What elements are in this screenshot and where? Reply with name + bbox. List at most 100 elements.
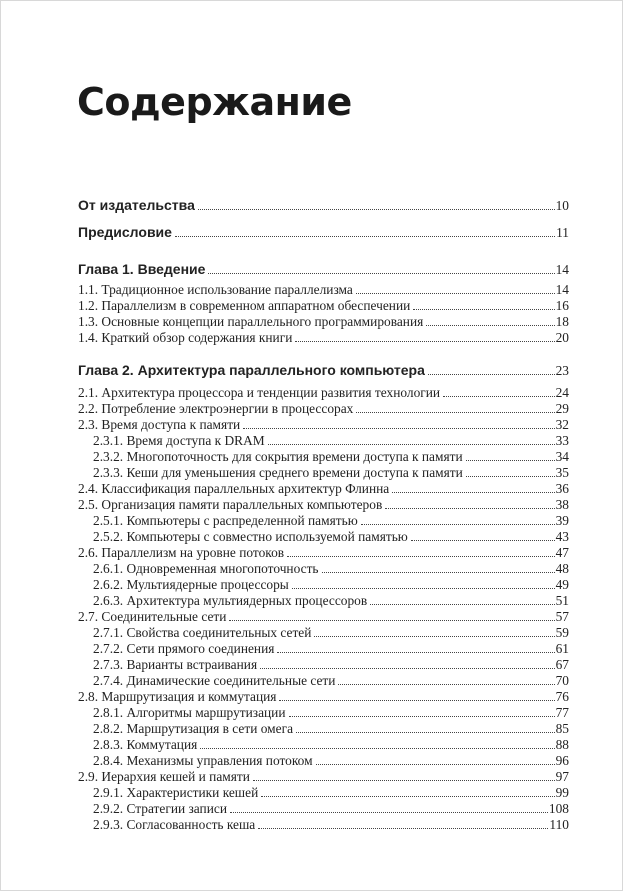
- toc-entry-title: Глава 2. Архитектура параллельного компь…: [78, 362, 425, 378]
- toc-entry-page: 99: [555, 785, 569, 800]
- dot-leader: [261, 796, 555, 797]
- toc-entry-title: 2.8.3. Коммутация: [93, 737, 198, 752]
- toc-entry-page: 110: [549, 817, 569, 832]
- dot-leader: [443, 396, 555, 397]
- toc-entry[interactable]: 2.3.1. Время доступа к DRAM 33: [78, 433, 569, 449]
- toc-entry-page: 35: [555, 465, 569, 480]
- toc-entry[interactable]: 2.2. Потребление электроэнергии в процес…: [78, 401, 569, 417]
- toc-entry[interactable]: 2.9.1. Характеристики кешей 99: [78, 785, 569, 801]
- dot-leader: [360, 524, 555, 525]
- toc-entry-title: 2.3.1. Время доступа к DRAM: [93, 433, 265, 448]
- toc-entry-page: 14: [555, 262, 569, 277]
- toc-entry[interactable]: 2.9. Иерархия кешей и памяти 97: [78, 769, 569, 785]
- toc-entry-page: 59: [555, 625, 569, 640]
- toc-entry[interactable]: Предисловие 11: [78, 223, 569, 241]
- toc-entry[interactable]: 2.4. Классификация параллельных архитект…: [78, 481, 569, 497]
- dot-leader: [410, 540, 555, 541]
- toc-entry[interactable]: 2.6. Параллелизм на уровне потоков 47: [78, 545, 569, 561]
- toc-entry[interactable]: 2.7. Соединительные сети 57: [78, 609, 569, 625]
- toc-entry[interactable]: 2.5. Организация памяти параллельных ком…: [78, 497, 569, 513]
- toc-entry-page: 47: [555, 545, 569, 560]
- toc-entry[interactable]: 2.3.3. Кеши для уменьшения среднего врем…: [78, 465, 569, 481]
- dot-leader: [258, 828, 549, 829]
- toc-entry-title: 2.3.3. Кеши для уменьшения среднего врем…: [93, 465, 463, 480]
- toc-entry-page: 32: [555, 417, 569, 432]
- toc-entry[interactable]: 2.7.1. Свойства соединительных сетей 59: [78, 625, 569, 641]
- toc-entry[interactable]: 2.7.4. Динамические соединительные сети 7…: [78, 673, 569, 689]
- toc-entry-page: 51: [555, 593, 569, 608]
- toc-entry-title: 2.7.3. Варианты встраивания: [93, 657, 258, 672]
- toc-entry[interactable]: От издательства 10: [78, 196, 569, 214]
- toc-entry-page: 39: [555, 513, 569, 528]
- toc-entry-title: 2.6.3. Архитектура мультиядерных процесс…: [93, 593, 368, 608]
- toc-entry-page: 43: [555, 529, 569, 544]
- dot-leader: [267, 444, 555, 445]
- dot-leader: [370, 604, 555, 605]
- toc-entry[interactable]: 2.8.3. Коммутация 88: [78, 737, 569, 753]
- toc-entry-title: 2.6. Параллелизм на уровне потоков: [78, 545, 285, 560]
- toc-entry[interactable]: Глава 1. Введение 14: [78, 260, 569, 278]
- dot-leader: [174, 236, 556, 237]
- toc-entry[interactable]: 2.5.2. Компьютеры с совместно используем…: [78, 529, 569, 545]
- toc-entry-title: 2.5.1. Компьютеры с распределенной памят…: [93, 513, 358, 528]
- dot-leader: [229, 620, 555, 621]
- toc-entry[interactable]: 2.6.1. Одновременная многопоточность 48: [78, 561, 569, 577]
- dot-leader: [385, 508, 555, 509]
- toc-entry[interactable]: 1.1. Традиционное использование параллел…: [78, 282, 569, 298]
- toc-entry-title: 2.7.2. Сети прямого соединения: [93, 641, 275, 656]
- dot-leader: [355, 293, 555, 294]
- dot-leader: [413, 309, 555, 310]
- toc-entry[interactable]: 1.3. Основные концепции параллельного пр…: [78, 314, 569, 330]
- toc-entry[interactable]: 2.8.2. Маршрутизация в сети омега 85: [78, 721, 569, 737]
- toc-entry[interactable]: 2.7.3. Варианты встраивания 67: [78, 657, 569, 673]
- toc-entry-title: 2.6.2. Мультиядерные процессоры: [93, 577, 289, 592]
- toc-entry[interactable]: 2.3.2. Многопоточность для сокрытия врем…: [78, 449, 569, 465]
- toc-entry[interactable]: 2.8.1. Алгоритмы маршрутизации 77: [78, 705, 569, 721]
- toc-entry[interactable]: 2.7.2. Сети прямого соединения 61: [78, 641, 569, 657]
- toc-entry[interactable]: 2.6.2. Мультиядерные процессоры 49: [78, 577, 569, 593]
- toc-entry[interactable]: 2.1. Архитектура процессора и тенденции …: [78, 385, 569, 401]
- toc-entry[interactable]: 2.8. Маршрутизация и коммутация 76: [78, 689, 569, 705]
- toc-entry-page: 10: [555, 198, 569, 213]
- toc-entry-page: 11: [556, 225, 569, 240]
- toc-entry[interactable]: 1.2. Параллелизм в современном аппаратно…: [78, 298, 569, 314]
- toc-entry-title: 2.6.1. Одновременная многопоточность: [93, 561, 319, 576]
- toc-entry[interactable]: 2.6.3. Архитектура мультиядерных процесс…: [78, 593, 569, 609]
- toc-entry[interactable]: 2.3. Время доступа к памяти 32: [78, 417, 569, 433]
- toc-entry-page: 23: [555, 363, 569, 378]
- toc-entry-title: 2.8. Маршрутизация и коммутация: [78, 689, 277, 704]
- toc-entry[interactable]: 2.5.1. Компьютеры с распределенной памят…: [78, 513, 569, 529]
- dot-leader: [392, 492, 555, 493]
- dot-leader: [277, 652, 555, 653]
- toc-entry-title: 2.5.2. Компьютеры с совместно используем…: [93, 529, 408, 544]
- toc-entry-page: 24: [555, 385, 569, 400]
- toc-entry[interactable]: 2.9.3. Согласованность кеша 110: [78, 817, 569, 833]
- dot-leader: [314, 636, 555, 637]
- dot-leader: [252, 780, 555, 781]
- toc-entry-page: 85: [555, 721, 569, 736]
- toc-entry[interactable]: 2.9.2. Стратегии записи 108: [78, 801, 569, 817]
- dot-leader: [260, 668, 555, 669]
- toc-entry-page: 108: [548, 801, 569, 816]
- toc-entry-page: 77: [555, 705, 569, 720]
- toc-entry-page: 88: [555, 737, 569, 752]
- dot-leader: [197, 209, 555, 210]
- dot-leader: [338, 684, 555, 685]
- toc-entry-title: 2.9. Иерархия кешей и памяти: [78, 769, 250, 784]
- dot-leader: [356, 412, 555, 413]
- dot-leader: [295, 341, 555, 342]
- toc-entry-title: 2.8.2. Маршрутизация в сети омега: [93, 721, 294, 736]
- toc-entry-title: 2.3. Время доступа к памяти: [78, 417, 241, 432]
- toc-entry-title: 2.7.4. Динамические соединительные сети: [93, 673, 336, 688]
- toc-entry[interactable]: Глава 2. Архитектура параллельного компь…: [78, 361, 569, 379]
- toc-entry-page: 14: [555, 282, 569, 297]
- toc-entry-title: 2.4. Классификация параллельных архитект…: [78, 481, 390, 496]
- dot-leader: [315, 764, 555, 765]
- toc-entry-page: 36: [555, 481, 569, 496]
- toc-entry-title: 1.3. Основные концепции параллельного пр…: [78, 314, 424, 329]
- page-title: Содержание: [77, 80, 352, 124]
- toc-entry[interactable]: 1.4. Краткий обзор содержания книги 20: [78, 330, 569, 346]
- toc-entry-page: 70: [555, 673, 569, 688]
- toc-entry[interactable]: 2.8.4. Механизмы управления потоком 96: [78, 753, 569, 769]
- toc-entry-page: 96: [555, 753, 569, 768]
